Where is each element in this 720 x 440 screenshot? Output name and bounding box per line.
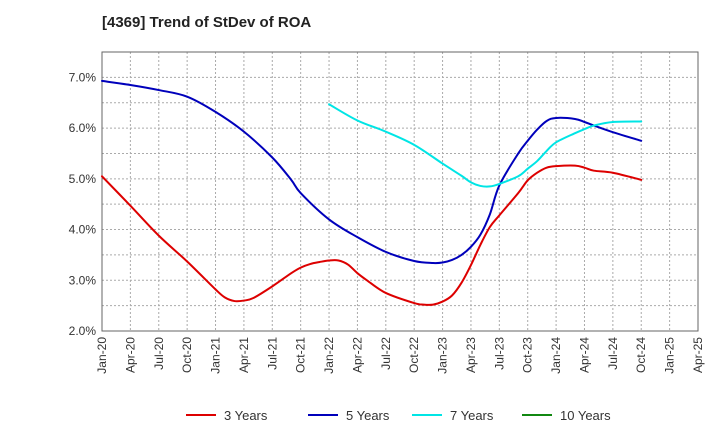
x-tick-label: Oct-23 bbox=[521, 337, 535, 373]
legend: 3 Years 5 Years 7 Years 10 Years bbox=[186, 408, 611, 423]
x-tick-label: Apr-21 bbox=[237, 337, 251, 373]
y-axis-ticks: 2.0% 3.0% 4.0% 5.0% 6.0% 7.0% bbox=[69, 70, 97, 338]
x-tick-label: Apr-22 bbox=[350, 337, 364, 373]
y-tick-label: 5.0% bbox=[69, 172, 97, 186]
x-tick-label: Jul-20 bbox=[152, 337, 166, 370]
x-tick-label: Apr-25 bbox=[691, 337, 705, 373]
x-tick-label: Apr-24 bbox=[577, 337, 591, 373]
x-tick-label: Apr-20 bbox=[123, 337, 137, 373]
grid-layer bbox=[102, 52, 698, 331]
series-line-5-years bbox=[101, 79, 643, 265]
x-tick-label: Jul-21 bbox=[265, 337, 279, 370]
x-tick-label: Jan-22 bbox=[322, 337, 336, 374]
y-tick-label: 2.0% bbox=[69, 324, 97, 338]
series-line-7-years bbox=[328, 103, 643, 188]
y-tick-label: 6.0% bbox=[69, 121, 97, 135]
legend-label-5-years: 5 Years bbox=[346, 408, 390, 423]
x-tick-label: Jan-25 bbox=[663, 337, 677, 374]
x-tick-label: Jul-24 bbox=[606, 337, 620, 370]
x-tick-label: Oct-22 bbox=[407, 337, 421, 373]
x-tick-label: Jan-20 bbox=[95, 337, 109, 374]
chart-title: [4369] Trend of StDev of ROA bbox=[102, 14, 312, 31]
y-tick-label: 4.0% bbox=[69, 223, 97, 237]
x-tick-label: Jan-21 bbox=[209, 337, 223, 374]
legend-label-10-years: 10 Years bbox=[560, 408, 611, 423]
series-layer bbox=[101, 79, 643, 306]
x-tick-label: Jan-23 bbox=[436, 337, 450, 374]
plot-frame bbox=[101, 51, 699, 332]
x-tick-label: Jul-23 bbox=[492, 337, 506, 370]
x-tick-label: Jan-24 bbox=[549, 337, 563, 374]
x-tick-label: Jul-22 bbox=[379, 337, 393, 370]
x-tick-label: Apr-23 bbox=[464, 337, 478, 373]
x-tick-label: Oct-20 bbox=[180, 337, 194, 373]
legend-label-3-years: 3 Years bbox=[224, 408, 268, 423]
y-tick-label: 7.0% bbox=[69, 70, 97, 84]
y-tick-label: 3.0% bbox=[69, 273, 97, 287]
legend-label-7-years: 7 Years bbox=[450, 408, 494, 423]
x-axis-ticks: Jan-20 Apr-20 Jul-20 Oct-20 Jan-21 Apr-21 Jul-… bbox=[95, 337, 705, 374]
x-tick-label: Oct-21 bbox=[294, 337, 308, 373]
series-line-3-years bbox=[101, 164, 643, 306]
x-tick-label: Oct-24 bbox=[634, 337, 648, 373]
